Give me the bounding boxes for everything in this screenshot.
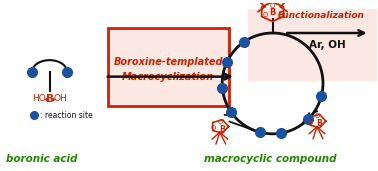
Text: B: B <box>46 94 54 104</box>
Text: O: O <box>278 12 283 18</box>
Text: boronic acid: boronic acid <box>6 154 77 164</box>
Text: Boroxine-templated: Boroxine-templated <box>114 57 223 67</box>
Text: OH: OH <box>53 94 67 103</box>
Text: B: B <box>219 125 225 134</box>
Text: B: B <box>270 8 276 17</box>
Bar <box>108 28 229 106</box>
Text: macrocyclic compound: macrocyclic compound <box>204 154 337 164</box>
Text: O: O <box>314 113 320 119</box>
Text: Macrocyclization: Macrocyclization <box>122 72 214 82</box>
Text: O: O <box>217 119 223 125</box>
Text: : reaction site: : reaction site <box>40 111 93 120</box>
Text: HO: HO <box>32 94 46 103</box>
Text: B: B <box>316 120 322 128</box>
Bar <box>248 9 377 82</box>
Text: O: O <box>211 125 216 131</box>
Text: O: O <box>270 3 275 9</box>
Text: O: O <box>308 120 313 126</box>
Text: Functionalization: Functionalization <box>277 11 364 20</box>
Text: O: O <box>262 12 268 18</box>
Text: Ar, OH: Ar, OH <box>308 40 345 50</box>
